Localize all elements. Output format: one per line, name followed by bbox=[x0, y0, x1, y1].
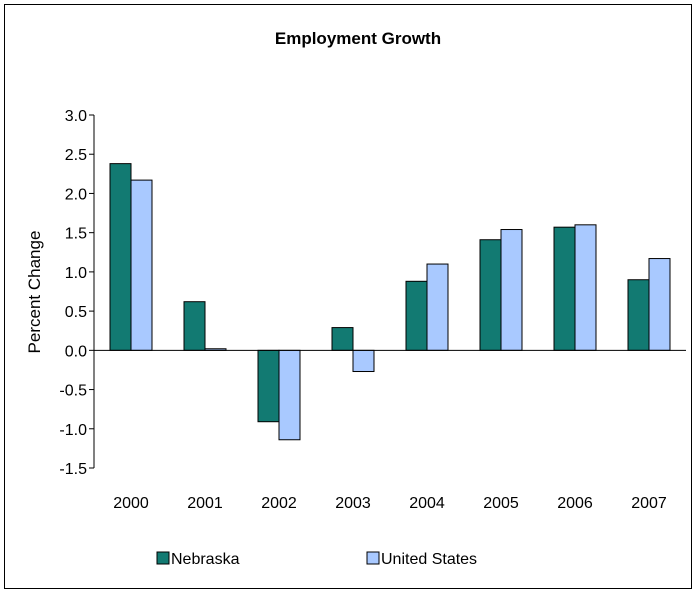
bar-united-states-2002 bbox=[278, 349, 301, 441]
y-tick-label: 2.0 bbox=[65, 186, 87, 203]
chart-frame: Employment Growth Percent Change 3.0 2.5 2… bbox=[4, 4, 692, 589]
y-tick-label: 1.0 bbox=[65, 265, 87, 282]
bar-group-2005 bbox=[479, 229, 523, 351]
legend-label-united-states: United States bbox=[381, 551, 477, 568]
bar-nebraska-2000 bbox=[109, 163, 132, 351]
legend: Nebraska United States bbox=[156, 551, 477, 568]
bar-group-2001 bbox=[183, 301, 227, 351]
bar-nebraska-2004 bbox=[405, 280, 428, 351]
x-tick-label: 2004 bbox=[409, 495, 445, 512]
bar-nebraska-2001 bbox=[183, 301, 206, 351]
y-tick-labels: 3.0 2.5 2.0 1.5 1.0 0.5 0.0 -0.5 -1.0 -1.5 bbox=[59, 108, 87, 478]
bar-nebraska-2007 bbox=[627, 279, 650, 351]
bar-group-2002 bbox=[257, 349, 301, 441]
x-tick-label: 2003 bbox=[335, 495, 371, 512]
legend-swatch-nebraska bbox=[156, 551, 170, 565]
y-tick-label: 1.5 bbox=[65, 226, 87, 243]
x-tick-label: 2001 bbox=[187, 495, 223, 512]
y-axis-label: Percent Change bbox=[25, 231, 44, 354]
x-tick-labels: 2000 2001 2002 2003 2004 2005 2006 2007 bbox=[113, 495, 667, 512]
y-tick-label: 3.0 bbox=[65, 108, 87, 125]
bar-united-states-2007 bbox=[648, 258, 671, 351]
y-tick-label: 0.0 bbox=[65, 343, 87, 360]
bar-nebraska-2006 bbox=[553, 226, 576, 351]
y-tick-label: -1.5 bbox=[59, 461, 87, 478]
bar-united-states-2000 bbox=[130, 179, 153, 351]
bar-group-2000 bbox=[109, 163, 153, 351]
x-tick-label: 2005 bbox=[483, 495, 519, 512]
y-tick-label: -0.5 bbox=[59, 383, 87, 400]
bar-group-2006 bbox=[553, 224, 597, 351]
employment-growth-chart: Employment Growth Percent Change 3.0 2.5 2… bbox=[25, 29, 686, 568]
bar-united-states-2004 bbox=[426, 263, 449, 351]
y-tick-label: 2.5 bbox=[65, 147, 87, 164]
bar-group-2003 bbox=[331, 327, 375, 373]
bar-united-states-2005 bbox=[500, 229, 523, 351]
x-tick-label: 2000 bbox=[113, 495, 149, 512]
bar-nebraska-2005 bbox=[479, 239, 502, 351]
bar-groups bbox=[109, 163, 671, 441]
y-tick-label: 0.5 bbox=[65, 304, 87, 321]
x-tick-label: 2002 bbox=[261, 495, 297, 512]
bar-group-2007 bbox=[627, 258, 671, 351]
legend-swatch-united-states bbox=[366, 551, 380, 565]
bar-united-states-2003 bbox=[352, 349, 375, 373]
axes bbox=[89, 114, 686, 469]
x-tick-label: 2007 bbox=[631, 495, 667, 512]
x-tick-label: 2006 bbox=[557, 495, 593, 512]
bar-nebraska-2003 bbox=[331, 327, 354, 351]
bar-group-2004 bbox=[405, 263, 449, 351]
bar-nebraska-2002 bbox=[257, 349, 280, 423]
legend-label-nebraska: Nebraska bbox=[171, 551, 240, 568]
y-tick-label: -1.0 bbox=[59, 422, 87, 439]
chart-title: Employment Growth bbox=[275, 29, 441, 48]
bar-united-states-2006 bbox=[574, 224, 597, 351]
